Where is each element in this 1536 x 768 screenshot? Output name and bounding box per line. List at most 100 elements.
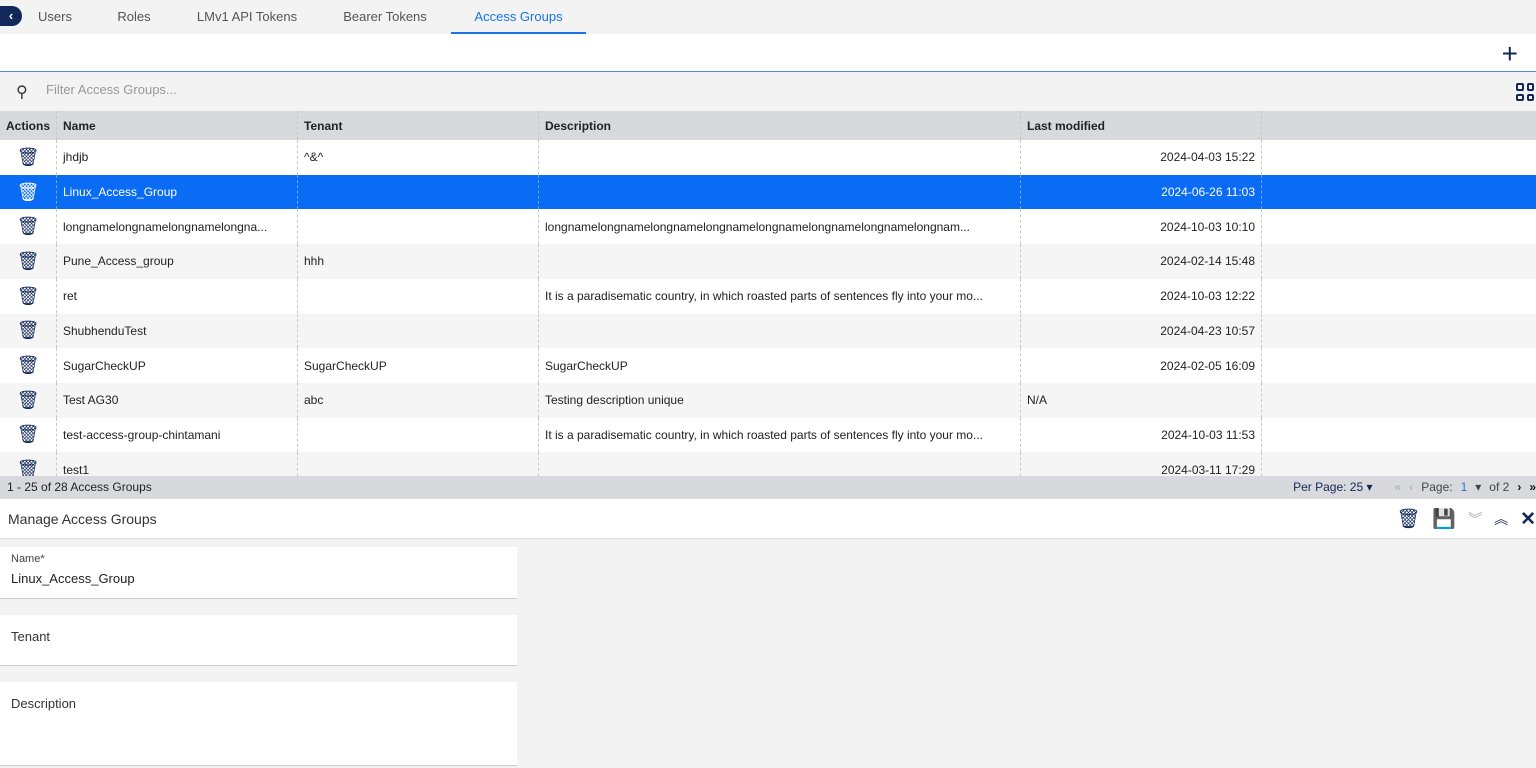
table-row[interactable]: 🗑 test1 2024-03-11 17:29 (0, 452, 1536, 476)
trash-icon[interactable]: 🗑 (16, 389, 40, 410)
tab-bar: ‹ Users Roles LMv1 API Tokens Bearer Tok… (0, 0, 1536, 34)
manage-panel-header: Manage Access Groups 🗑 💾 ︾ ︽ ✕ (0, 499, 1536, 539)
collapse-down-icon[interactable]: ︾ (1468, 511, 1483, 527)
tab-roles[interactable]: Roles (117, 9, 151, 24)
back-button[interactable]: ‹ (0, 6, 22, 26)
column-actions: Actions (0, 111, 57, 140)
name-cell: ret (57, 278, 298, 314)
name-cell: SugarCheckUP (57, 348, 298, 383)
trash-icon[interactable]: 🗑 (16, 459, 40, 476)
trash-icon[interactable]: 🗑 (16, 320, 40, 341)
name-cell: test-access-group-chintamani (57, 417, 298, 453)
modified-cell: 2024-10-03 12:22 (1021, 278, 1262, 314)
description-cell (539, 140, 1021, 175)
table-row[interactable]: 🗑 Test AG30 abc Testing description unique N… (0, 382, 1536, 418)
description-cell (539, 452, 1021, 476)
add-icon[interactable]: + (1501, 38, 1518, 69)
actions-cell: 🗑 (0, 348, 57, 383)
next-page-icon[interactable]: › (1517, 480, 1522, 494)
column-tenant[interactable]: Tenant (298, 111, 539, 140)
modified-cell: 2024-04-03 15:22 (1021, 140, 1262, 175)
modified-cell: N/A (1021, 382, 1262, 418)
tenant-cell (298, 278, 539, 314)
table-row[interactable]: 🗑 ShubhenduTest 2024-04-23 10:57 (0, 313, 1536, 349)
trash-icon[interactable]: 🗑 (16, 285, 40, 306)
description-cell: It is a paradisematic country, in which … (539, 278, 1021, 314)
name-cell: jhdjb (57, 140, 298, 175)
description-cell (539, 244, 1021, 279)
prev-page-icon[interactable]: ‹ (1409, 480, 1414, 494)
row-count: 1 - 25 of 28 Access Groups (7, 480, 152, 494)
last-page-icon[interactable]: » (1529, 480, 1536, 494)
description-cell: SugarCheckUP (539, 348, 1021, 383)
name-cell: Pune_Access_group (57, 244, 298, 279)
panel-title: Manage Access Groups (8, 511, 157, 527)
description-cell: It is a paradisematic country, in which … (539, 417, 1021, 453)
tenant-cell: abc (298, 382, 539, 418)
modified-cell: 2024-10-03 11:53 (1021, 417, 1262, 453)
column-name[interactable]: Name (57, 111, 298, 140)
trash-icon[interactable]: 🗑 (16, 146, 40, 167)
table-row[interactable]: 🗑 Linux_Access_Group 2024-06-26 11:03 (0, 174, 1536, 210)
tab-bearer-tokens[interactable]: Bearer Tokens (343, 9, 427, 24)
table-row[interactable]: 🗑 jhdjb ^&^ 2024-04-03 15:22 (0, 140, 1536, 175)
close-icon[interactable]: ✕ (1520, 508, 1536, 530)
modified-cell: 2024-10-03 10:10 (1021, 209, 1262, 245)
tenant-cell (298, 452, 539, 476)
modified-cell: 2024-02-14 15:48 (1021, 244, 1262, 279)
table-header: Actions Name Tenant Description Last mod… (0, 111, 1536, 140)
name-cell: Linux_Access_Group (57, 174, 298, 210)
tab-lmv1-api-tokens[interactable]: LMv1 API Tokens (196, 9, 298, 24)
tenant-cell: SugarCheckUP (298, 348, 539, 383)
tenant-label: Tenant (11, 629, 51, 644)
trash-icon[interactable]: 🗑 (16, 216, 40, 237)
table-row[interactable]: 🗑 test-access-group-chintamani It is a par… (0, 417, 1536, 453)
save-icon[interactable]: 💾 (1432, 509, 1457, 530)
tenant-cell: hhh (298, 244, 539, 279)
trash-icon[interactable]: 🗑 (16, 181, 40, 202)
column-last-modified[interactable]: Last modified (1021, 111, 1262, 140)
description-cell (539, 313, 1021, 349)
actions-cell: 🗑 (0, 244, 57, 279)
description-label: Description (11, 696, 77, 711)
tenant-cell: ^&^ (298, 140, 539, 175)
trash-icon[interactable]: 🗑 (16, 424, 40, 445)
tenant-field[interactable]: Tenant (0, 615, 517, 666)
name-field[interactable]: Name* Linux_Access_Group (0, 547, 517, 599)
tenant-cell (298, 417, 539, 453)
page-select[interactable]: 1 (1460, 480, 1468, 494)
trash-icon[interactable]: 🗑 (16, 250, 40, 271)
name-cell: test1 (57, 452, 298, 476)
name-label: Name* (11, 553, 45, 565)
description-cell (539, 174, 1021, 210)
per-page-select[interactable]: Per Page: 25 ▾ (1293, 480, 1373, 494)
page-label: Page: (1421, 480, 1453, 494)
modified-cell: 2024-04-23 10:57 (1021, 313, 1262, 349)
table-row[interactable]: 🗑 ret It is a paradisematic country, in wh… (0, 278, 1536, 314)
table-row[interactable]: 🗑 longnamelongnamelongnamelongna... longna… (0, 209, 1536, 245)
first-page-icon[interactable]: « (1394, 480, 1402, 494)
actions-cell: 🗑 (0, 209, 57, 245)
tenant-cell (298, 313, 539, 349)
description-field[interactable]: Description (0, 682, 517, 766)
column-description[interactable]: Description (539, 111, 1021, 140)
trash-icon[interactable]: 🗑 (16, 355, 40, 376)
description-cell: longnamelongnamelongnamelongnamelongname… (539, 209, 1021, 245)
delete-icon[interactable]: 🗑 (1396, 509, 1421, 530)
actions-cell: 🗑 (0, 417, 57, 453)
table-row[interactable]: 🗑 SugarCheckUP SugarCheckUP SugarCheckUP 202… (0, 348, 1536, 383)
tab-users[interactable]: Users (38, 9, 72, 24)
name-cell: Test AG30 (57, 382, 298, 418)
modified-cell: 2024-03-11 17:29 (1021, 452, 1262, 476)
filter-input[interactable] (46, 82, 446, 97)
table-body: 🗑 jhdjb ^&^ 2024-04-03 15:22 🗑 Linux_Access_G… (0, 140, 1536, 476)
name-value[interactable]: Linux_Access_Group (11, 571, 135, 586)
table-row[interactable]: 🗑 Pune_Access_group hhh 2024-02-14 15:48 (0, 244, 1536, 279)
actions-cell: 🗑 (0, 278, 57, 314)
search-icon: ⚲ (16, 84, 28, 101)
tab-access-groups[interactable]: Access Groups (451, 0, 586, 34)
grid-view-icon[interactable] (1516, 83, 1534, 101)
expand-up-icon[interactable]: ︽ (1494, 511, 1509, 527)
actions-cell: 🗑 (0, 452, 57, 476)
toolbar: + (0, 34, 1536, 72)
